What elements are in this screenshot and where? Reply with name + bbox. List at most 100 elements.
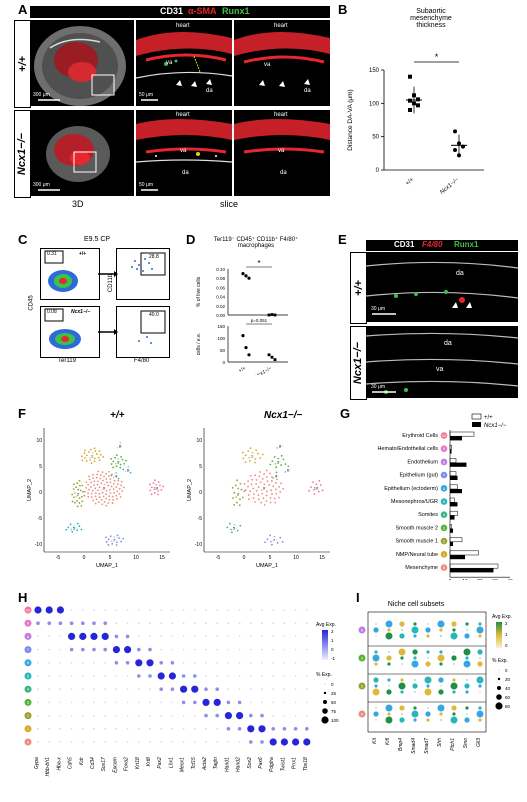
i-dot	[478, 684, 482, 688]
i-dot	[372, 654, 380, 662]
g-bar-wt	[449, 431, 475, 437]
h-dot	[171, 622, 174, 625]
i-dot	[451, 705, 457, 711]
e-row-ko: Ncx1−/−	[350, 326, 367, 400]
h-dot	[112, 646, 120, 654]
h-gene-label: Krt18	[135, 757, 141, 769]
h-dot	[227, 609, 230, 611]
h-dot	[294, 675, 297, 677]
i-dot	[477, 649, 483, 655]
umap-wt-cell	[87, 492, 89, 494]
micro-e-ko: da va 30 μm	[366, 326, 518, 398]
i-row-badge	[358, 682, 366, 690]
umap-wt-cell	[87, 495, 90, 498]
i-dot	[463, 648, 471, 656]
umap-ko-cell	[257, 494, 260, 497]
h-dot	[37, 688, 39, 691]
g-category-label: Hemato/Endothelial cells	[377, 446, 438, 452]
h-dot	[292, 738, 300, 746]
h-dot	[37, 675, 39, 677]
h-dot	[272, 648, 275, 651]
h-dot	[70, 714, 73, 717]
h-dot	[160, 727, 163, 730]
i-avg-colorbar	[496, 622, 502, 648]
h-dot	[204, 687, 208, 691]
umap-ko-ylabel: UMAP_2	[187, 479, 193, 501]
umap-ko-cell	[236, 479, 239, 482]
umap-wt-cell	[108, 488, 111, 491]
h-dot	[37, 714, 39, 717]
h-dot	[48, 741, 51, 743]
h-dot	[104, 727, 107, 730]
b-ytick-label: 100	[369, 101, 380, 107]
umap-wt-cell	[96, 480, 99, 483]
d-top-ytick: 0.02	[216, 304, 225, 309]
panel-label-a: A	[18, 2, 28, 17]
umap-ko-cell	[247, 450, 250, 453]
label-va-1: va	[166, 60, 173, 66]
h-dot	[47, 621, 51, 625]
umap-wt-cluster-id: 3	[117, 460, 120, 465]
umap-wt-cell	[96, 483, 99, 486]
h-row-badge	[24, 606, 32, 614]
g-cluster-id: 2	[443, 540, 445, 544]
h-dot	[249, 635, 252, 638]
umap-wt-cell	[94, 450, 97, 453]
h-dot	[249, 688, 252, 691]
umap-ko-cell	[235, 501, 238, 504]
umap-wt-cell	[84, 457, 86, 459]
h-dot	[104, 741, 107, 743]
h-dot	[294, 609, 297, 611]
i-dot	[413, 656, 417, 660]
umap-wt-cell	[85, 486, 87, 489]
g-xtick: 40	[507, 579, 513, 580]
umap-ko-cell	[247, 485, 249, 488]
umap-wt-cluster-id: 4	[115, 474, 118, 479]
umap-wt-cell	[102, 456, 105, 458]
h-dot	[181, 674, 186, 678]
g-cluster-badge	[440, 485, 448, 492]
h-dot	[160, 701, 163, 704]
h-dot	[103, 621, 107, 625]
umap-wt-cell	[157, 490, 160, 492]
h-dot	[93, 741, 95, 743]
b-ylabel: Distance DA-VA (μm)	[347, 89, 354, 150]
umap-wt-cluster-badge	[117, 443, 123, 449]
i-gene-label: Kitl	[385, 737, 391, 745]
umap-ko-cluster-badge	[273, 473, 279, 479]
umap-ko-cell	[270, 489, 272, 492]
umap-ko-cell	[255, 482, 258, 485]
i-dot	[411, 626, 419, 634]
umap-ko-cell	[287, 465, 290, 468]
umap-ko-cell	[260, 501, 262, 504]
i-dot	[375, 719, 377, 721]
umap-ko-xtick: 15	[319, 555, 325, 561]
h-dot	[227, 635, 230, 638]
gate-wt: 0.31	[47, 251, 57, 257]
h-dot	[182, 661, 185, 664]
umap-ko-xtick: 0	[243, 555, 246, 561]
h-dot	[126, 675, 129, 677]
umap-wt-cluster-badge	[71, 525, 77, 531]
umap-ko-cell	[273, 497, 276, 500]
umap-ko-xtick: -5	[216, 555, 221, 561]
i-row-id: 3	[361, 656, 363, 660]
h-dot	[115, 741, 118, 743]
i-dot	[400, 690, 404, 694]
h-dot	[81, 688, 84, 691]
umap-wt-cell	[94, 502, 97, 505]
b-ytick-label: 0	[376, 168, 380, 174]
h-dot	[126, 741, 129, 743]
g-bar-wt	[449, 537, 463, 543]
umap-ko-cell	[274, 501, 277, 504]
b-point	[412, 101, 416, 106]
h-dot	[115, 609, 118, 611]
h-dot	[59, 635, 62, 638]
h-pct-dot	[322, 708, 328, 714]
i-dot	[387, 712, 391, 716]
d-bot-ylabel: cells / e.e.	[196, 333, 202, 356]
micro-slice-wt-2: heart va da	[234, 20, 330, 106]
h-dot	[81, 675, 84, 677]
h-dot	[193, 714, 196, 717]
umap-wt-cell	[93, 447, 96, 450]
